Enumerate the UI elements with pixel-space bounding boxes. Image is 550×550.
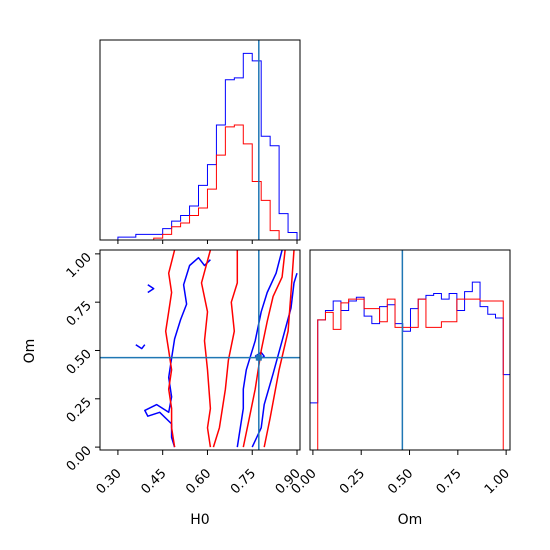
om-y-tick-label: 0.00 bbox=[64, 443, 95, 474]
h0-om-contour-panel bbox=[99, 249, 301, 451]
om-x-axis: 0.00 0.25 0.50 0.75 1.00 bbox=[289, 450, 513, 497]
contour-series-1-1 bbox=[164, 250, 176, 448]
om-hist-frame bbox=[309, 249, 511, 451]
h0-x-axis: 0.30 0.45 0.60 0.75 0.90 bbox=[94, 450, 304, 497]
contour-series-1-0 bbox=[212, 250, 239, 448]
h0-histogram-panel bbox=[99, 39, 301, 244]
om-axis-label: Om bbox=[398, 512, 423, 528]
truth-marker bbox=[255, 354, 262, 361]
om-y-axis-label: Om bbox=[22, 339, 38, 364]
om-histogram-series-1 bbox=[310, 298, 510, 450]
h0-histogram-series-1 bbox=[100, 124, 300, 240]
h0-tick-label: 0.60 bbox=[183, 466, 214, 497]
h0-tick-label: 0.30 bbox=[94, 466, 125, 497]
h0-axis-label: H0 bbox=[190, 512, 209, 528]
h0-hist-clip-group bbox=[100, 40, 300, 240]
h0-histogram-series-0 bbox=[100, 52, 300, 240]
om-y-tick-label: 0.75 bbox=[64, 298, 95, 329]
contour-series-0-0 bbox=[144, 256, 211, 448]
contour-series-0-2 bbox=[147, 284, 155, 294]
om-histogram-series-0 bbox=[310, 281, 510, 450]
contour-series-1-3 bbox=[242, 250, 286, 448]
contour-series-1-4 bbox=[263, 250, 295, 448]
om-hist-clip-group bbox=[310, 250, 510, 450]
contour-series-0-1 bbox=[135, 344, 146, 350]
contour-series-1-2 bbox=[200, 250, 212, 448]
om-x-tick-label: 0.75 bbox=[434, 466, 465, 497]
contour-series-0-3 bbox=[236, 250, 283, 448]
om-y-axis: 0.00 0.25 0.50 0.75 1.00 bbox=[64, 250, 100, 474]
om-y-tick-label: 1.00 bbox=[64, 250, 95, 281]
h0-tick-label: 0.45 bbox=[138, 466, 169, 497]
contour-clip-group bbox=[100, 250, 300, 450]
om-x-tick-label: 0.50 bbox=[385, 466, 416, 497]
om-y-tick-label: 0.25 bbox=[64, 395, 95, 426]
h0-tick-label: 0.75 bbox=[228, 466, 259, 497]
om-y-tick-label: 0.50 bbox=[64, 347, 95, 378]
om-x-tick-label: 1.00 bbox=[482, 466, 513, 497]
om-x-tick-label: 0.25 bbox=[337, 466, 368, 497]
om-histogram-panel bbox=[309, 249, 511, 451]
h0-hist-frame bbox=[99, 39, 301, 241]
